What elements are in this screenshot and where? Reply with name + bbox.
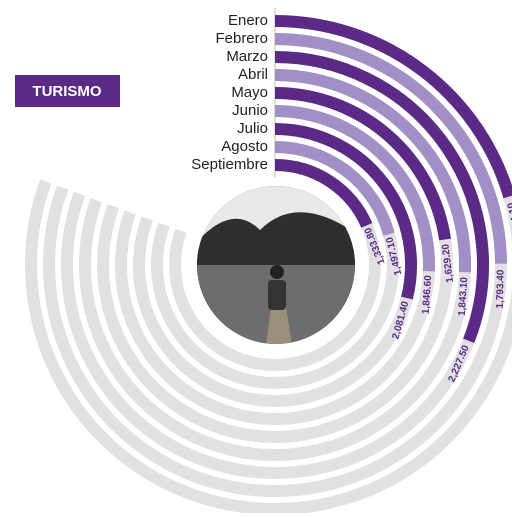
chart-title: TURISMO [32,83,101,100]
category-label: Marzo [226,48,268,65]
category-label: Mayo [231,84,268,101]
bar [274,15,512,199]
value-label: 1,843.10 [457,276,470,316]
bar [274,69,471,273]
bar [274,123,417,300]
category-label: Abril [238,66,268,83]
value-label: 1,793.40 [495,269,507,309]
value-label: 1,846.60 [421,275,435,315]
value-label: 1,629.20 [440,243,456,283]
bar [274,33,507,264]
bar [274,51,489,343]
bar [274,159,373,228]
category-label: Febrero [215,30,268,47]
bar [274,87,452,241]
category-label: Julio [237,120,268,137]
title-badge [15,75,120,107]
category-label: Junio [232,102,268,119]
bar [274,105,435,272]
bar [274,141,395,236]
value-label: 1,474.10 [506,201,512,242]
photo [197,186,355,344]
category-label: Enero [228,12,268,29]
category-label: Agosto [221,138,268,155]
category-label: Septiembre [191,156,268,173]
